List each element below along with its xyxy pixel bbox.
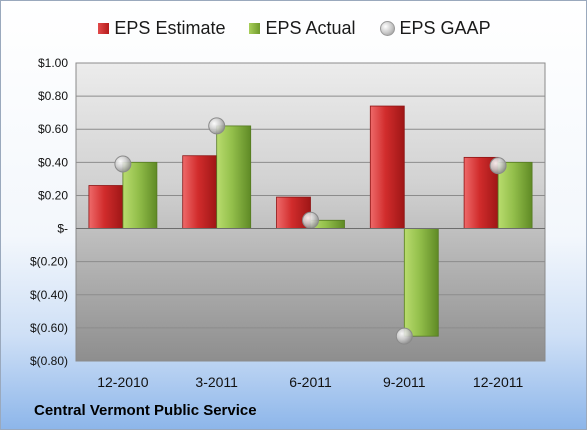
bar-eps-estimate (182, 155, 218, 229)
company-name: Central Vermont Public Service (34, 402, 257, 419)
y-tick-label: $(0.20) (30, 255, 68, 269)
y-tick-label: $(0.60) (30, 321, 68, 335)
y-tick-label: $0.40 (38, 155, 68, 169)
y-tick-label: $0.60 (38, 122, 68, 136)
x-tick-label: 3-2011 (195, 374, 238, 390)
bar-eps-actual (216, 125, 252, 229)
x-tick-label: 12-2011 (473, 374, 524, 390)
y-tick-label: $(0.80) (30, 354, 68, 368)
bar-eps-estimate (88, 185, 124, 229)
y-tick-label: $0.20 (38, 188, 68, 202)
bar-eps-estimate (369, 105, 405, 229)
legend-label-estimate: EPS Estimate (114, 18, 226, 38)
bar-eps-actual (403, 228, 439, 337)
legend-item-estimate: EPS Estimate (98, 18, 225, 39)
legend-label-gaap: EPS GAAP (399, 18, 491, 38)
point-eps-gaap (302, 211, 319, 229)
x-tick-label: 12-2010 (97, 374, 149, 390)
legend-label-actual: EPS Actual (265, 18, 356, 38)
legend-swatch-actual (249, 23, 261, 34)
y-tick-label: $- (57, 222, 68, 236)
x-tick-label: 6-2011 (289, 374, 332, 390)
x-tick-label: 9-2011 (383, 374, 426, 390)
chart-legend: EPS Estimate EPS Actual EPS GAAP (1, 18, 587, 39)
legend-swatch-gaap (379, 21, 395, 36)
bar-eps-actual (122, 161, 158, 229)
legend-item-gaap: EPS GAAP (379, 18, 491, 39)
bar-eps-actual (497, 161, 533, 229)
y-tick-label: $(0.40) (30, 288, 68, 302)
legend-item-actual: EPS Actual (249, 18, 356, 39)
y-tick-label: $1.00 (38, 56, 68, 70)
point-eps-gaap (395, 327, 413, 345)
y-tick-label: $0.80 (38, 89, 68, 103)
bar-eps-estimate (276, 196, 311, 229)
point-eps-gaap (208, 117, 226, 135)
point-eps-gaap (114, 155, 132, 173)
point-eps-gaap (489, 157, 507, 175)
legend-swatch-estimate (98, 23, 110, 34)
